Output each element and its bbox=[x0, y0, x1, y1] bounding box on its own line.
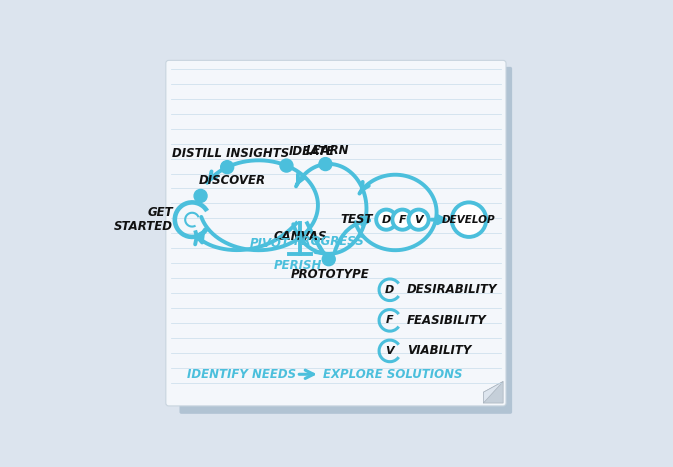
Text: DISTILL INSIGHTS: DISTILL INSIGHTS bbox=[172, 147, 289, 160]
Text: V: V bbox=[415, 215, 423, 225]
Polygon shape bbox=[483, 382, 503, 403]
Text: F: F bbox=[386, 315, 394, 325]
Text: D: D bbox=[385, 285, 394, 295]
Text: VIABILITY: VIABILITY bbox=[407, 344, 472, 357]
FancyBboxPatch shape bbox=[166, 60, 506, 406]
Circle shape bbox=[319, 158, 332, 170]
FancyBboxPatch shape bbox=[180, 67, 512, 414]
Text: TEST: TEST bbox=[340, 213, 373, 226]
Text: IDENTIFY NEEDS: IDENTIFY NEEDS bbox=[186, 368, 296, 381]
Circle shape bbox=[392, 210, 413, 230]
Circle shape bbox=[452, 202, 486, 237]
Text: D: D bbox=[382, 215, 391, 225]
Text: DESIRABILITY: DESIRABILITY bbox=[407, 283, 497, 296]
Circle shape bbox=[409, 210, 429, 230]
Circle shape bbox=[322, 253, 335, 266]
Circle shape bbox=[194, 190, 207, 202]
Text: GET
STARTED: GET STARTED bbox=[114, 206, 173, 233]
Polygon shape bbox=[483, 382, 503, 403]
Text: PROGRESS: PROGRESS bbox=[293, 235, 364, 248]
Circle shape bbox=[280, 159, 293, 172]
Text: V: V bbox=[386, 346, 394, 356]
Text: IDEATE: IDEATE bbox=[288, 145, 334, 158]
Text: F: F bbox=[398, 215, 406, 225]
Circle shape bbox=[221, 161, 234, 174]
Text: CANVAS: CANVAS bbox=[273, 230, 327, 243]
Text: EXPLORE SOLUTIONS: EXPLORE SOLUTIONS bbox=[323, 368, 463, 381]
Text: PERISH: PERISH bbox=[274, 259, 322, 272]
Text: FEASIBILITY: FEASIBILITY bbox=[407, 314, 487, 327]
Circle shape bbox=[376, 210, 396, 230]
Text: LEARN: LEARN bbox=[306, 144, 349, 157]
Text: PIVOT: PIVOT bbox=[250, 236, 289, 249]
Text: DEVELOP: DEVELOP bbox=[442, 215, 496, 225]
Text: DISCOVER: DISCOVER bbox=[199, 174, 266, 187]
Text: PROTOTYPE: PROTOTYPE bbox=[291, 268, 370, 281]
